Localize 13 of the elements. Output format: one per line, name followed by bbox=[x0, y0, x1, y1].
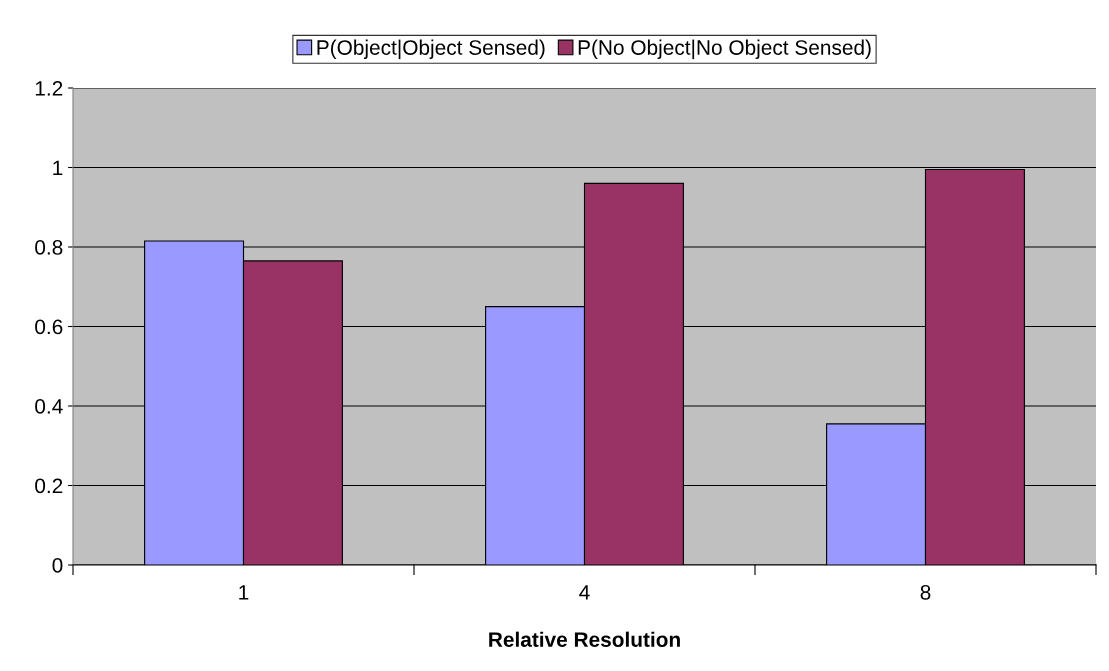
x-tick-label: 1 bbox=[239, 585, 249, 600]
legend-label: P(Object|Object Sensed) bbox=[317, 39, 545, 60]
y-tick-label: 0.2 bbox=[35, 478, 63, 494]
y-tick-label: 0.4 bbox=[35, 399, 63, 414]
y-tick-label: 0.6 bbox=[35, 319, 63, 335]
y-tick-label: 0 bbox=[52, 558, 63, 573]
y-tick-label: 1.2 bbox=[35, 81, 63, 96]
legend-label: P(No Object|No Object Sensed) bbox=[578, 39, 871, 60]
y-tick-label: 1 bbox=[53, 160, 63, 176]
x-tick-label: 8 bbox=[920, 584, 931, 600]
x-tick-label: 4 bbox=[579, 585, 590, 600]
y-tick-label: 0.8 bbox=[35, 240, 63, 255]
x-axis-title: Relative Resolution bbox=[489, 631, 680, 647]
